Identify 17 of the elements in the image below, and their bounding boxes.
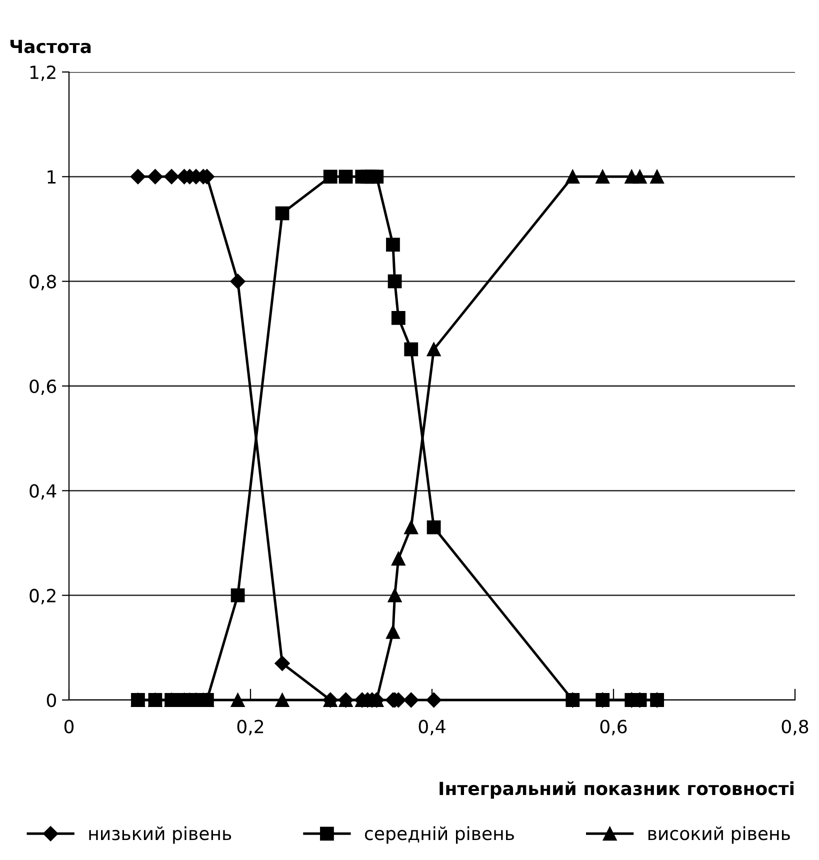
x-tick-label: 0 <box>64 720 74 734</box>
y-tick-label: 0,4 <box>30 484 56 500</box>
y-axis-title: Частота <box>10 40 91 54</box>
y-tick-label: 0,2 <box>30 588 56 604</box>
legend-label: низький рівень <box>89 826 232 844</box>
y-tick-label: 0,8 <box>30 274 56 290</box>
x-tick-label: 0,2 <box>237 720 264 736</box>
x-tick-label: 0,8 <box>782 720 808 736</box>
y-tick-label: 0,6 <box>30 379 56 395</box>
y-tick-label: 1 <box>48 170 56 184</box>
legend-label: середній рівень <box>364 826 514 844</box>
x-axis-title: Інтегральний показник готовності <box>440 781 794 799</box>
legend-label: високий рівень <box>648 826 790 844</box>
x-tick-label: 0,4 <box>418 720 446 736</box>
y-tick-label: 0 <box>46 693 56 708</box>
y-tick-label: 1,2 <box>30 65 56 81</box>
x-tick-label: 0,6 <box>600 720 627 736</box>
